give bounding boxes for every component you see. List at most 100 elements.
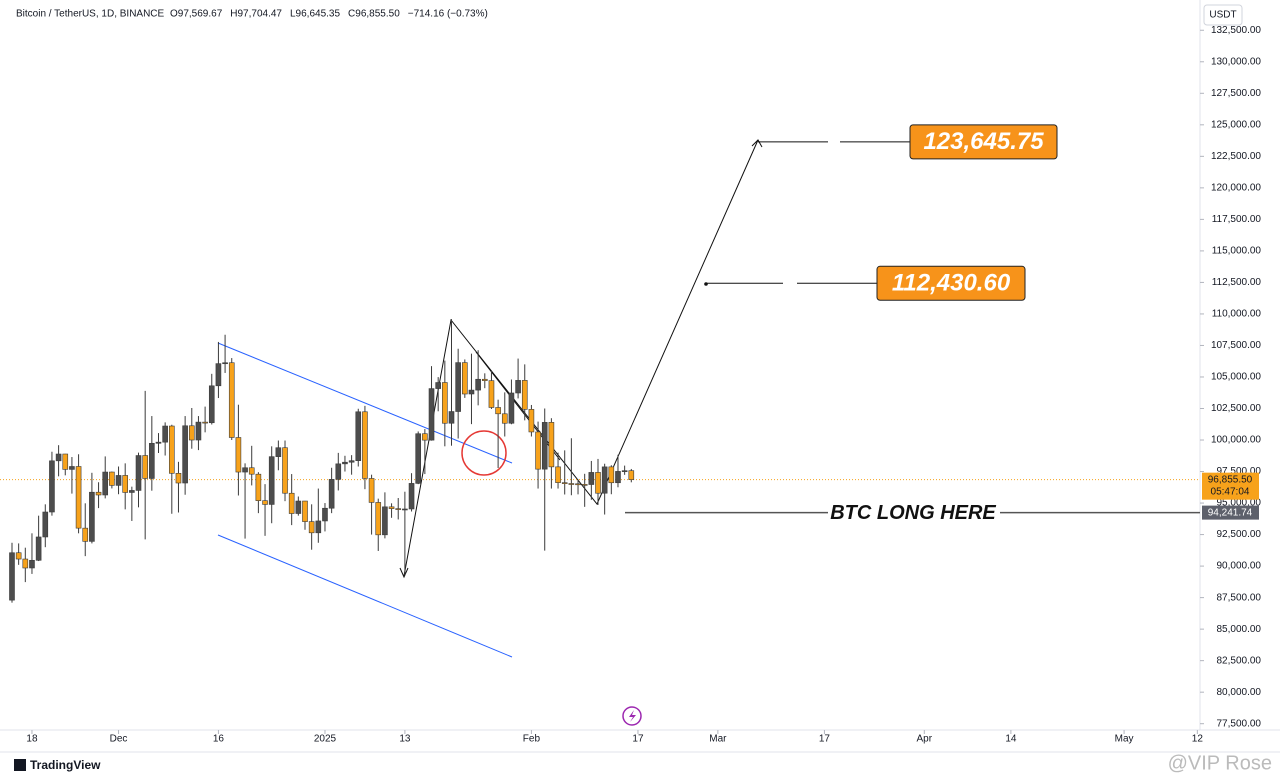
candle-body	[275, 447, 282, 457]
y-tick-label: 112,500.00	[1212, 277, 1262, 288]
entry-tag-label: 94,241.74	[1208, 507, 1253, 518]
x-tick-label: 14	[1005, 734, 1017, 745]
candle-body	[462, 362, 468, 395]
candle-body	[375, 502, 382, 536]
event-icon	[622, 706, 642, 726]
y-tick-label: 80,000.00	[1217, 687, 1262, 698]
candle-body	[535, 431, 541, 470]
candle-body	[621, 470, 628, 472]
header-value: H97,704.47	[230, 9, 282, 20]
candle-body	[548, 422, 555, 468]
y-tick-label: 90,000.00	[1217, 561, 1262, 572]
candle-body	[588, 472, 595, 485]
candle-body	[75, 466, 82, 529]
candle-body	[521, 380, 528, 410]
candle-body	[95, 491, 102, 496]
highlight-circle	[461, 430, 507, 476]
candle-body	[408, 483, 415, 510]
entry-text: BTC LONG HERE	[830, 502, 996, 524]
x-tick-label: 13	[399, 734, 411, 745]
candle-body	[135, 455, 142, 491]
candle-body	[541, 422, 548, 470]
candle-body	[528, 409, 535, 433]
chart-title: Bitcoin / TetherUS, 1D, BINANCE	[16, 9, 165, 20]
y-tick-label: 95,000.00	[1217, 498, 1262, 509]
candle-body	[222, 362, 228, 365]
candle-body	[102, 471, 109, 496]
candle-body	[149, 442, 155, 479]
y-tick-label: 122,500.00	[1211, 151, 1261, 162]
candle-body	[142, 455, 148, 479]
y-tick-label: 120,000.00	[1211, 182, 1261, 193]
candle-body	[202, 421, 208, 424]
header-value: −714.16 (−0.73%)	[408, 9, 488, 20]
candle-body	[228, 362, 235, 438]
y-tick-label: 85,000.00	[1217, 624, 1262, 635]
candle-body	[402, 508, 408, 511]
candle-body	[15, 552, 22, 560]
candle-body	[195, 421, 202, 441]
candle-body	[555, 466, 561, 483]
x-tick-label: Apr	[917, 734, 933, 745]
arrow-head	[751, 139, 763, 148]
candle-body	[442, 382, 448, 424]
y-tick-label: 125,000.00	[1211, 119, 1261, 130]
y-tick-label: 77,500.00	[1217, 718, 1262, 729]
anchor-dot	[704, 282, 708, 286]
candle-body	[388, 506, 395, 509]
y-tick-label: 110,000.00	[1212, 309, 1262, 320]
candle-body	[475, 378, 481, 391]
candle-body	[355, 411, 362, 461]
candle-body	[169, 425, 175, 474]
candle-body	[82, 527, 89, 542]
candle-body	[182, 425, 188, 484]
y-tick-label: 130,000.00	[1211, 56, 1261, 67]
candle-body	[395, 508, 402, 510]
candle-body	[69, 466, 75, 470]
candle-body	[495, 407, 501, 415]
y-tick-label: 117,500.00	[1212, 214, 1262, 225]
x-tick-label: 16	[213, 734, 225, 745]
x-tick-label: 12	[1192, 734, 1204, 745]
y-tick-label: 87,500.00	[1217, 592, 1262, 603]
candle-body	[608, 466, 615, 484]
candle-body	[42, 511, 49, 538]
candle-body	[561, 482, 568, 484]
candle-body	[335, 463, 342, 480]
candle-body	[208, 385, 215, 424]
candle-body	[322, 507, 328, 522]
countdown: 05:47:04	[1211, 486, 1250, 497]
candle-body	[122, 475, 128, 493]
candle-body	[162, 425, 168, 443]
brand-logo	[14, 759, 26, 771]
y-tick-label: 100,000.00	[1211, 435, 1261, 446]
candle-body	[255, 473, 262, 501]
candle-body	[448, 411, 455, 424]
candle-body	[342, 461, 348, 465]
y-tick-label: 115,000.00	[1212, 246, 1262, 257]
candle-body	[215, 363, 222, 387]
y-tick-label: 92,500.00	[1217, 529, 1262, 540]
candle-body	[362, 411, 368, 479]
last-price-tag	[1202, 472, 1259, 500]
candle-body	[515, 380, 521, 394]
x-tick-label: Mar	[709, 734, 727, 745]
candle-body	[282, 447, 288, 494]
x-tick-label: 17	[632, 734, 644, 745]
candle-body	[302, 500, 308, 522]
candle-body	[595, 472, 601, 494]
candle-body	[188, 425, 195, 441]
channel-upper	[217, 342, 513, 464]
candle-body	[288, 492, 295, 514]
level-label: 112,430.60	[892, 270, 1011, 297]
candle-body	[268, 456, 275, 505]
candle-body	[501, 413, 508, 424]
candle-body	[468, 389, 475, 395]
candle-body	[581, 484, 588, 486]
header-value: O97,569.67	[170, 9, 223, 20]
candle-body	[422, 433, 428, 441]
candle-body	[601, 466, 608, 494]
x-tick-label: 17	[819, 734, 831, 745]
currency-box[interactable]	[1203, 4, 1243, 26]
